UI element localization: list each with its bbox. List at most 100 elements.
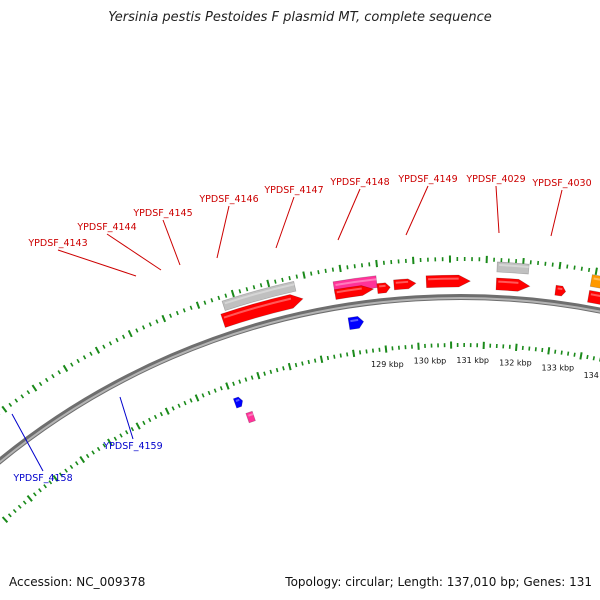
outer-tick-minor (252, 285, 256, 290)
callout-line-top-5 (337, 188, 361, 241)
inner-tick-minor (171, 406, 175, 411)
blue-gene-4158-shape (232, 396, 243, 409)
backbone-ring (0, 294, 600, 465)
inner-tick-minor (17, 504, 22, 509)
red-gene-4145b-shape (393, 278, 417, 291)
inner-tick-minor (365, 349, 368, 354)
inner-tick-major (79, 456, 86, 464)
inner-tick-minor (307, 359, 310, 365)
inner-tick-minor (250, 375, 254, 380)
inner-tick-minor (75, 461, 79, 466)
red-gene-4146-shine (428, 277, 459, 281)
red-gene-4146-shape (425, 274, 472, 289)
gray-feature-1-shine (224, 283, 295, 305)
red-gene-4147 (495, 277, 531, 292)
outer-tick-major (127, 329, 133, 338)
plasmid-backbone (0, 294, 600, 465)
gene-label-ypdsf_4029: YPDSF_4029 (465, 174, 525, 185)
outer-tick-minor (224, 293, 228, 298)
inner-tick-major (1, 516, 9, 524)
outer-tick-minor (108, 341, 113, 346)
outer-tick-minor (203, 300, 207, 305)
inner-tick-major (256, 371, 261, 380)
inner-tick-minor (282, 366, 285, 371)
inner-tick-minor (130, 426, 135, 432)
pink-gene-4143-shine (335, 278, 377, 286)
outer-tick-major (230, 289, 235, 298)
inner-tick-major (287, 362, 292, 371)
callout-line-top-8 (550, 189, 563, 237)
gray-feature-1 (221, 280, 297, 311)
inner-tick-major (194, 394, 200, 402)
gene-label-ypdsf_4145: YPDSF_4145 (132, 208, 192, 219)
inner-tick-major (547, 347, 551, 355)
inner-tick-major (52, 474, 59, 482)
callout-line-top-7 (495, 185, 500, 234)
outer-tick-minor (135, 328, 139, 333)
tick-label-5: 134 kbp (584, 371, 600, 380)
inner-tick-major (579, 352, 583, 360)
outer-tick-minor (189, 305, 193, 310)
callout-line-top-4 (275, 196, 295, 249)
outer-tick-ring (0, 255, 598, 416)
inner-tick-minor (207, 390, 211, 396)
red-gene-1-shape (220, 294, 304, 328)
outer-tick-minor (259, 283, 263, 288)
inner-tick-minor (38, 488, 42, 493)
inner-tick-minor (586, 354, 589, 360)
pink-gene-4158-shine (248, 413, 254, 417)
outer-tick-minor (310, 271, 313, 276)
outer-tick-minor (580, 266, 583, 271)
outer-tick-minor (587, 267, 591, 273)
inner-tick-minor (58, 472, 63, 477)
outer-tick-major (266, 279, 271, 288)
gene-label-ypdsf_4030: YPDSF_4030 (531, 178, 591, 189)
red-gene-4145a-shape (376, 282, 391, 294)
outer-tick-major (338, 264, 342, 273)
red-gene-4148 (554, 284, 567, 297)
map-title: Yersinia pestis Pestoides F plasmid MT, … (108, 10, 492, 25)
inner-tick-minor (219, 386, 223, 391)
inner-tick-minor (32, 492, 37, 497)
gray-feature-4147-shape (496, 261, 530, 275)
outer-tick-major (31, 384, 38, 392)
callout-line-top-6 (405, 185, 429, 236)
inner-tick-minor (592, 356, 596, 361)
inner-tick-minor (313, 358, 317, 363)
inner-tick-minor (85, 453, 90, 459)
inner-tick-minor (301, 361, 304, 366)
inner-tick-minor (91, 450, 95, 455)
inner-tick-minor (102, 443, 106, 448)
red-gene-4144-shape (333, 285, 375, 300)
gene-label-ypdsf_4143: YPDSF_4143 (27, 238, 87, 249)
inner-tick-major (107, 438, 113, 446)
outer-tick-minor (14, 398, 19, 403)
inner-tick-minor (339, 353, 342, 358)
inner-tick-major (319, 355, 324, 363)
inner-tick-minor (244, 377, 248, 382)
outer-tick-minor (210, 298, 214, 303)
outer-tick-minor (331, 267, 335, 272)
callout-line-top-0 (57, 249, 137, 277)
outer-tick-minor (155, 319, 159, 324)
red-gene-1-shine (223, 297, 292, 319)
orange-gene-4149 (589, 274, 600, 289)
outer-tick-minor (102, 344, 106, 349)
inner-tick-minor (177, 403, 181, 408)
inner-tick-minor (12, 508, 17, 514)
gene-callouts: YPDSF_4143 YPDSF_4144 YPDSF_4145 YPDSF_4146… (11, 174, 592, 484)
backbone-highlight (0, 296, 600, 464)
red-gene-4145b (393, 278, 417, 291)
outer-tick-minor (281, 277, 284, 282)
outer-tick-minor (288, 276, 291, 281)
inner-tick-major (384, 345, 388, 353)
inner-tick-minor (64, 468, 68, 473)
inner-tick-minor (153, 414, 158, 420)
inner-tick-minor (232, 381, 235, 386)
gray-feature-1-shape (221, 280, 297, 311)
inner-tick-minor (159, 411, 163, 417)
inner-tick-minor (358, 350, 362, 355)
outer-tick-minor (238, 289, 242, 294)
inner-tick-minor (69, 464, 74, 470)
outer-tick-minor (573, 265, 576, 270)
